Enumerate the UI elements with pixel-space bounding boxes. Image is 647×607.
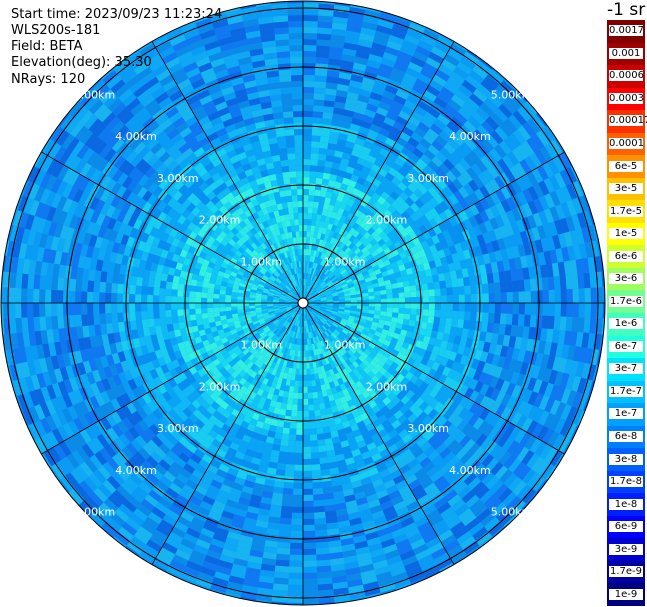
colorbar-label: 3e-7 — [609, 363, 643, 375]
heatmap-cells — [1, 1, 605, 605]
range-ring — [184, 184, 422, 422]
colorbar-label: 1.7e-9 — [609, 566, 643, 578]
start-time-label: Start time: 2023/09/23 11:23:24 — [11, 7, 223, 22]
colorbar-label: 6e-6 — [609, 250, 643, 262]
range-ring — [66, 66, 540, 540]
ring-label: 5.00km — [491, 506, 533, 519]
azimuth-lines — [1, 1, 605, 605]
azimuth-line — [41, 151, 304, 304]
colorbar-label: 3e-8 — [609, 453, 643, 465]
ring-label: 1.00km — [241, 339, 283, 352]
radar-center-marker — [297, 297, 309, 309]
azimuth-line — [302, 302, 455, 565]
ring-label: 1.00km — [241, 255, 283, 268]
colorbar-label: 1.7e-6 — [609, 295, 643, 307]
ring-label: 2.00km — [199, 214, 241, 227]
colorbar-label: 1.7e-5 — [609, 205, 643, 217]
ppi-plot: 1.00km 1.00km 1.00km 1.00km 2.00km 2.00km 2.00… — [0, 0, 606, 606]
ring-label: 5.00km — [491, 88, 533, 101]
colorbar-label: 3e-9 — [609, 543, 643, 555]
colorbar-label: 6e-5 — [609, 160, 643, 172]
ring-label: 1.00km — [324, 339, 366, 352]
range-ring — [243, 243, 363, 363]
colorbar-label: 3e-5 — [609, 183, 643, 195]
ring-label: 4.00km — [449, 464, 491, 477]
azimuth-line — [41, 302, 304, 455]
azimuth-line — [151, 41, 304, 304]
ring-label: 1.00km — [324, 255, 366, 268]
ring-label: 4.00km — [115, 464, 157, 477]
ring-label: 4.00km — [115, 130, 157, 143]
colorbar-label: 1e-7 — [609, 408, 643, 420]
colorbar-label: 6e-9 — [609, 521, 643, 533]
colorbar-label: 1.7e-7 — [609, 385, 643, 397]
ring-label: 4.00km — [449, 130, 491, 143]
azimuth-line — [302, 302, 565, 455]
ring-label: 3.00km — [157, 172, 199, 185]
colorbar-label: 0.001 — [609, 47, 643, 59]
range-ring — [7, 7, 599, 599]
colorbar-label: 3e-6 — [609, 273, 643, 285]
colorbar: 0.0017 0.001 0.0006 0.0003 0.00017 0.0001 6e-5… — [607, 20, 647, 607]
ring-label: 2.00km — [366, 214, 408, 227]
instrument-label: WLS200s-181 — [11, 23, 101, 38]
ring-label: 3.00km — [407, 172, 449, 185]
range-ring — [125, 125, 481, 481]
ring-label: 5.00km — [74, 88, 116, 101]
ring-label: 3.00km — [157, 422, 199, 435]
ring-labels: 1.00km 1.00km 1.00km 1.00km 2.00km 2.00km 2.00… — [74, 88, 533, 518]
colorbar-unit-label: -1 sr — [607, 0, 646, 20]
elevation-label: Elevation(deg): 35.30 — [11, 55, 152, 70]
colorbar-label: 0.0003 — [609, 92, 644, 104]
azimuth-line — [302, 151, 565, 304]
range-rings — [0, 0, 606, 606]
colorbar-label: 0.0001 — [609, 137, 644, 149]
azimuth-line — [302, 41, 455, 304]
outer-ring — [0, 0, 606, 606]
ring-label: 3.00km — [407, 422, 449, 435]
colorbar-label: 1.7e-8 — [609, 476, 643, 488]
colorbar-label: 6e-7 — [609, 340, 643, 352]
field-label: Field: BETA — [11, 39, 83, 54]
colorbar-label: 1e-5 — [609, 228, 643, 240]
colorbar-label: 1e-9 — [609, 588, 643, 600]
azimuth-line — [151, 302, 304, 565]
colorbar-label: 1e-8 — [609, 498, 643, 510]
nrays-label: NRays: 120 — [11, 72, 86, 87]
colorbar-label: 1e-6 — [609, 318, 643, 330]
ring-label: 2.00km — [199, 380, 241, 393]
ring-label: 2.00km — [366, 380, 408, 393]
ring-label: 5.00km — [74, 506, 116, 519]
colorbar-label: 0.0006 — [609, 70, 644, 82]
colorbar-label: 0.0017 — [609, 25, 644, 37]
colorbar-label: 0.00017 — [609, 115, 647, 127]
colorbar-label: 6e-8 — [609, 430, 643, 442]
